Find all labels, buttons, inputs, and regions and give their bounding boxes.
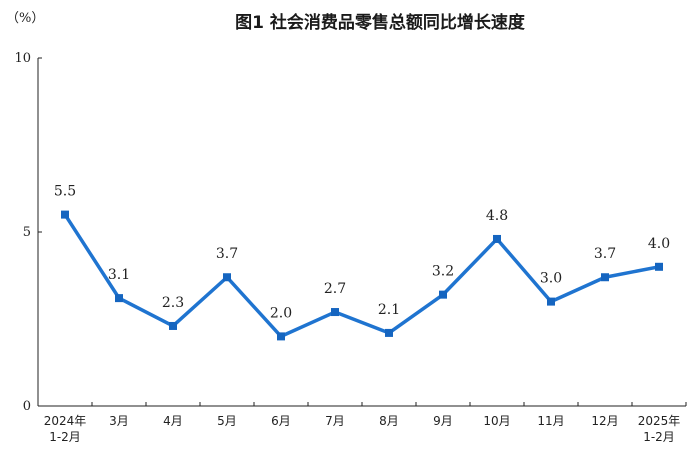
x-tick-label: 5月 [217,414,237,428]
data-point [547,297,555,306]
x-tick-label: 12月 [591,414,618,428]
x-tick-label-line: 3月 [109,414,129,428]
data-point [601,273,609,282]
data-label: 2.3 [162,295,184,311]
data-label: 3.2 [432,264,454,280]
x-tick-label-line: 10月 [483,414,510,428]
data-labels: 5.5 3.1 2.3 3.7 2.0 2.7 2.1 3.2 4.8 3.0 3.7 4.0 [54,184,670,322]
x-tick-label: 6月 [271,414,291,428]
x-tick-label-line: 2024年 [44,414,87,428]
data-point [385,328,393,337]
data-label: 4.8 [486,208,508,224]
y-axis-ticks: 0 5 10 [14,51,42,414]
x-tick-label-line: 5月 [217,414,237,428]
x-tick-label: 2025年 1-2月 [638,414,681,444]
series-group [61,210,663,341]
data-label: 3.1 [108,267,130,283]
data-label: 4.0 [648,236,670,252]
data-point [439,290,447,299]
y-tick-label: 10 [14,51,31,66]
data-point [655,262,663,271]
data-label: 2.0 [270,305,292,321]
x-tick-label: 4月 [163,414,183,428]
data-point [115,294,123,303]
x-tick-label-line: 8月 [379,414,399,428]
data-label: 3.7 [594,246,616,262]
x-tick-label: 8月 [379,414,399,428]
x-tick-label: 2024年 1-2月 [44,414,87,444]
y-tick-label: 0 [23,399,31,414]
x-tick-label: 10月 [483,414,510,428]
x-tick-label-line: 12月 [591,414,618,428]
x-tick-label: 7月 [325,414,345,428]
x-tick-label: 11月 [537,414,564,428]
axes [37,58,686,407]
x-tick-label-line: 11月 [537,414,564,428]
x-tick-label-line: 1-2月 [49,430,81,444]
data-label: 2.1 [378,302,400,318]
data-point [493,234,501,243]
data-point [223,273,231,282]
y-tick-label: 5 [23,225,31,240]
data-label: 2.7 [324,281,346,297]
x-axis-ticks: 2024年 1-2月 3月 4月 5月 6月 7月 8月 9月 10月 11月 12月 2025年 1-2… [37,402,687,444]
x-tick-label-line: 2025年 [638,414,681,428]
y-unit-label: （%） [6,11,44,26]
x-tick-label-line: 9月 [433,414,453,428]
data-label: 3.0 [540,271,562,287]
x-tick-label-line: 1-2月 [643,430,675,444]
chart-title: 图1 社会消费品零售总额同比增长速度 [235,12,526,33]
data-point [169,321,177,330]
data-point [61,210,69,219]
x-tick-label-line: 7月 [325,414,345,428]
data-point [331,308,339,317]
x-tick-label-line: 6月 [271,414,291,428]
data-label: 5.5 [54,184,76,200]
x-tick-label: 9月 [433,414,453,428]
series-line [63,212,661,339]
x-tick-label: 3月 [109,414,129,428]
x-tick-label-line: 4月 [163,414,183,428]
data-label: 3.7 [216,246,238,262]
data-point [277,332,285,341]
